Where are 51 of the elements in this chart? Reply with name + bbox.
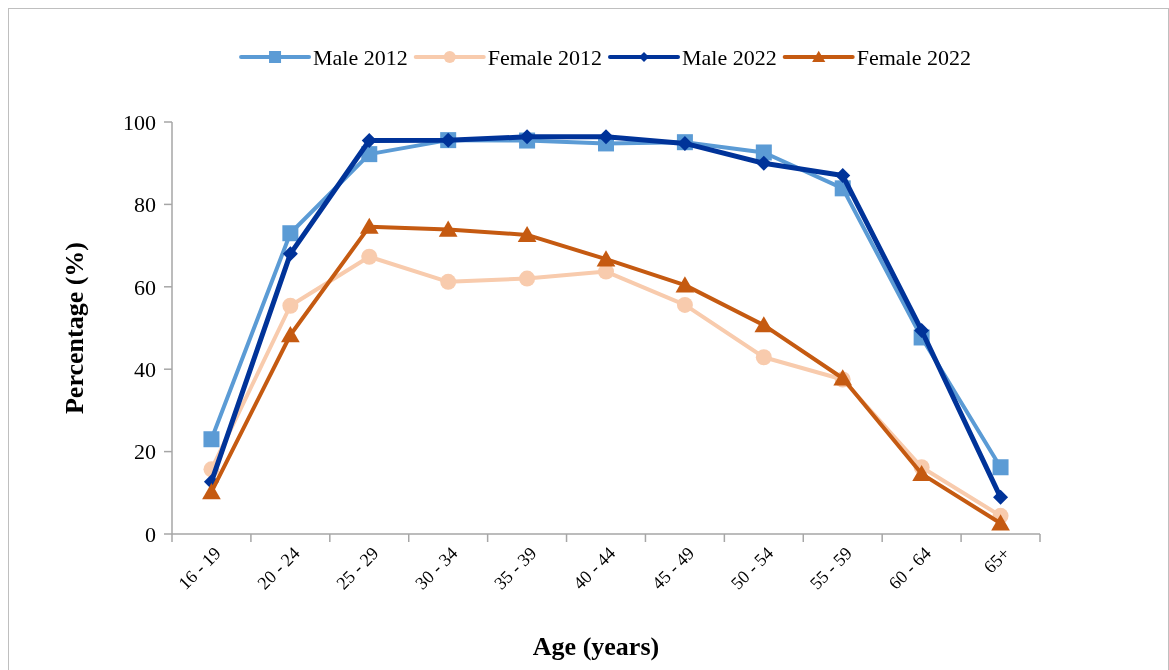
legend-label: Female 2012	[487, 44, 603, 70]
x-tick-label: 25 - 29	[332, 543, 383, 594]
point	[519, 270, 536, 287]
y-tick-label: 40	[134, 356, 156, 382]
x-axis-title: Age (years)	[532, 632, 660, 661]
point	[991, 514, 1010, 531]
point	[914, 322, 930, 338]
point	[361, 248, 378, 265]
x-tick-label: 60 - 64	[884, 543, 935, 594]
y-tick-label: 20	[134, 439, 156, 465]
x-tick-label: 50 - 54	[726, 543, 778, 594]
x-tick-label: 30 - 34	[411, 543, 462, 594]
point	[755, 349, 772, 366]
point	[517, 225, 537, 243]
y-tick-label: 0	[145, 521, 156, 547]
point	[992, 459, 1009, 476]
y-tick-label: 80	[134, 192, 156, 218]
point	[755, 144, 772, 161]
point	[361, 133, 377, 149]
point	[438, 220, 458, 237]
point	[282, 246, 298, 262]
point	[203, 431, 220, 448]
legend-label: Female 2022	[856, 44, 971, 70]
x-tick-label: 55 - 59	[805, 543, 857, 594]
point	[676, 296, 693, 313]
point	[675, 276, 695, 293]
point	[756, 155, 772, 171]
x-tick-label: 35 - 39	[490, 543, 541, 594]
x-tick-label: 45 - 49	[647, 543, 699, 594]
legend-label: Male 2012	[313, 44, 408, 70]
point	[281, 326, 300, 343]
point	[754, 316, 774, 333]
point	[519, 129, 535, 145]
point	[282, 297, 299, 314]
x-tick-label: 65+	[979, 543, 1014, 578]
point	[835, 168, 851, 184]
point	[202, 483, 221, 500]
point	[912, 464, 931, 482]
point	[359, 217, 379, 234]
legend-label: Male 2022	[682, 44, 777, 70]
point	[440, 273, 457, 290]
point	[596, 250, 616, 267]
point	[598, 129, 614, 145]
x-tick-label: 20 - 24	[253, 543, 304, 594]
point	[993, 489, 1009, 505]
x-tick-label: 16 - 19	[174, 543, 225, 594]
y-tick-label: 60	[134, 274, 156, 300]
y-tick-label: 100	[123, 109, 156, 135]
y-axis-title: Percentage (%)	[60, 241, 90, 415]
point	[282, 225, 299, 242]
x-tick-label: 40 - 44	[569, 543, 620, 594]
